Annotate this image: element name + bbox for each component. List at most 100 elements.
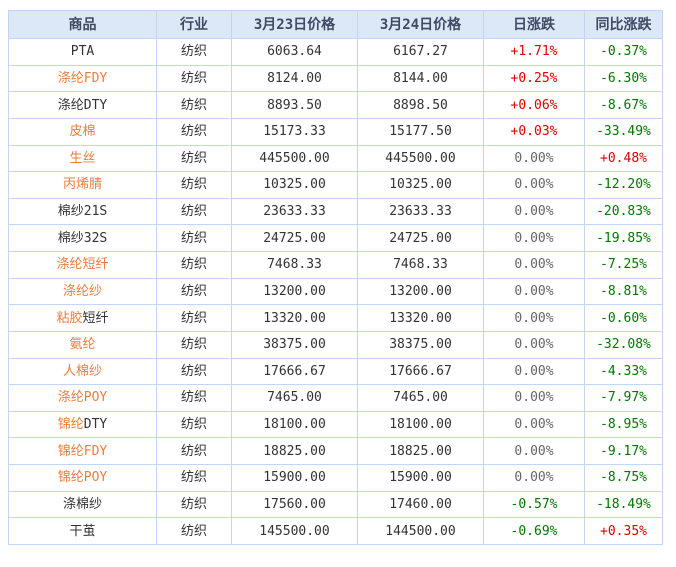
product-name-cell[interactable]: 涤纶POY — [8, 384, 157, 412]
table-row: 人棉纱 纺织 17666.67 17666.67 0.00% -4.33% — [8, 357, 663, 386]
price-mar24-cell: 18825.00 — [357, 437, 484, 465]
yoy-change-cell: -9.17% — [584, 437, 663, 465]
industry-cell: 纺织 — [156, 464, 232, 492]
price-mar24-cell: 7468.33 — [357, 251, 484, 279]
yoy-change-cell: -18.49% — [584, 490, 663, 519]
product-name-cell[interactable]: 锦纶POY — [8, 464, 157, 492]
product-link[interactable]: 人棉纱 — [62, 363, 102, 379]
price-mar23-cell: 15173.33 — [231, 117, 358, 146]
price-mar23-cell: 18825.00 — [231, 437, 358, 465]
product-name-cell[interactable]: 涤纶短纤 — [8, 251, 157, 279]
industry-cell: 纺织 — [156, 384, 232, 412]
price-mar23-cell: 17560.00 — [231, 490, 358, 519]
product-link[interactable]: 丙烯腈 — [62, 177, 102, 193]
day-change-cell: 0.00% — [483, 437, 585, 465]
product-text: 棉纱21S — [57, 204, 108, 220]
day-change-cell: +0.03% — [483, 117, 585, 146]
price-mar23-cell: 145500.00 — [231, 517, 358, 545]
price-mar24-cell: 17460.00 — [357, 490, 484, 519]
price-table: 商品 行业 3月23日价格 3月24日价格 日涨跌 同比涨跌 PTA 纺织 6063… — [8, 10, 663, 545]
industry-cell: 纺织 — [156, 64, 232, 93]
product-name-cell[interactable]: 涤纶FDY — [8, 64, 157, 93]
industry-cell: 纺织 — [156, 251, 232, 279]
product-text: 干茧 — [69, 523, 96, 539]
product-name-cell: PTA — [8, 38, 157, 66]
product-name-cell[interactable]: 锦纶FDY — [8, 437, 157, 465]
price-mar24-cell: 15177.50 — [357, 117, 484, 146]
product-name-cell[interactable]: 人棉纱 — [8, 357, 157, 386]
product-link[interactable]: 粘胶 — [56, 310, 83, 326]
table-row: 棉纱21S 纺织 23633.33 23633.33 0.00% -20.83% — [8, 197, 663, 226]
product-link[interactable]: 锦纶 — [57, 417, 84, 433]
product-link[interactable]: 氨纶 — [69, 337, 96, 353]
product-name-cell: 涤棉纱 — [8, 490, 157, 519]
price-mar23-cell: 8124.00 — [231, 64, 358, 93]
yoy-change-cell: -8.67% — [584, 91, 663, 119]
table-row: 锦纶POY 纺织 15900.00 15900.00 0.00% -8.75% — [8, 464, 663, 492]
price-mar23-cell: 10325.00 — [231, 171, 358, 199]
price-mar24-cell: 8144.00 — [357, 64, 484, 93]
day-change-cell: 0.00% — [483, 171, 585, 199]
table-row: PTA 纺织 6063.64 6167.27 +1.71% -0.37% — [8, 38, 663, 66]
yoy-change-cell: -8.95% — [584, 410, 663, 439]
table-row: 干茧 纺织 145500.00 144500.00 -0.69% +0.35% — [8, 517, 663, 545]
yoy-change-cell: -6.30% — [584, 64, 663, 93]
price-mar24-cell: 144500.00 — [357, 517, 484, 545]
product-link[interactable]: 涤纶POY — [57, 390, 108, 406]
product-text: 涤棉纱 — [62, 496, 102, 512]
yoy-change-cell: -32.08% — [584, 330, 663, 359]
industry-cell: 纺织 — [156, 410, 232, 439]
yoy-change-cell: +0.35% — [584, 517, 663, 545]
price-mar23-cell: 7465.00 — [231, 384, 358, 412]
price-mar23-cell: 24725.00 — [231, 224, 358, 252]
table-row: 涤纶FDY 纺织 8124.00 8144.00 +0.25% -6.30% — [8, 64, 663, 93]
price-mar23-cell: 17666.67 — [231, 357, 358, 386]
product-link[interactable]: 涤纶纱 — [62, 283, 102, 299]
product-name-cell: 涤纶DTY — [8, 91, 157, 119]
table-row: 棉纱32S 纺织 24725.00 24725.00 0.00% -19.85% — [8, 224, 663, 252]
price-mar24-cell: 13320.00 — [357, 304, 484, 332]
industry-cell: 纺织 — [156, 38, 232, 66]
product-link[interactable]: 皮棉 — [69, 124, 96, 140]
yoy-change-cell: -19.85% — [584, 224, 663, 252]
product-name-cell[interactable]: 锦纶DTY — [8, 410, 157, 439]
table-row: 氨纶 纺织 38375.00 38375.00 0.00% -32.08% — [8, 330, 663, 359]
table-row: 涤纶纱 纺织 13200.00 13200.00 0.00% -8.81% — [8, 277, 663, 306]
industry-cell: 纺织 — [156, 171, 232, 199]
yoy-change-cell: -33.49% — [584, 117, 663, 146]
yoy-change-cell: -20.83% — [584, 197, 663, 226]
day-change-cell: 0.00% — [483, 410, 585, 439]
product-name-cell[interactable]: 丙烯腈 — [8, 171, 157, 199]
day-change-cell: 0.00% — [483, 224, 585, 252]
price-mar24-cell: 445500.00 — [357, 144, 484, 173]
yoy-change-cell: -0.60% — [584, 304, 663, 332]
product-name-cell[interactable]: 皮棉 — [8, 117, 157, 146]
industry-cell: 纺织 — [156, 490, 232, 519]
yoy-change-cell: -8.81% — [584, 277, 663, 306]
day-change-cell: +0.06% — [483, 91, 585, 119]
product-text: 短纤 — [82, 310, 109, 326]
price-mar23-cell: 6063.64 — [231, 38, 358, 66]
product-link[interactable]: 生丝 — [69, 150, 96, 166]
day-change-cell: 0.00% — [483, 277, 585, 306]
product-link[interactable]: 涤纶短纤 — [56, 257, 109, 273]
column-header-price-mar23: 3月23日价格 — [231, 10, 358, 39]
product-name-cell: 棉纱32S — [8, 224, 157, 252]
table-row: 锦纶FDY 纺织 18825.00 18825.00 0.00% -9.17% — [8, 437, 663, 465]
table-row: 锦纶DTY 纺织 18100.00 18100.00 0.00% -8.95% — [8, 410, 663, 439]
product-link[interactable]: 锦纶FDY — [57, 443, 108, 459]
product-name-cell[interactable]: 涤纶纱 — [8, 277, 157, 306]
day-change-cell: 0.00% — [483, 330, 585, 359]
product-name-cell[interactable]: 氨纶 — [8, 330, 157, 359]
product-name-cell[interactable]: 粘胶短纤 — [8, 304, 157, 332]
product-name-cell[interactable]: 生丝 — [8, 144, 157, 173]
day-change-cell: 0.00% — [483, 304, 585, 332]
product-link[interactable]: 涤纶FDY — [57, 70, 108, 86]
industry-cell: 纺织 — [156, 144, 232, 173]
yoy-change-cell: -8.75% — [584, 464, 663, 492]
product-text: PTA — [70, 44, 95, 60]
product-link[interactable]: 锦纶POY — [57, 470, 108, 486]
price-mar23-cell: 38375.00 — [231, 330, 358, 359]
product-name-cell: 棉纱21S — [8, 197, 157, 226]
price-mar24-cell: 38375.00 — [357, 330, 484, 359]
